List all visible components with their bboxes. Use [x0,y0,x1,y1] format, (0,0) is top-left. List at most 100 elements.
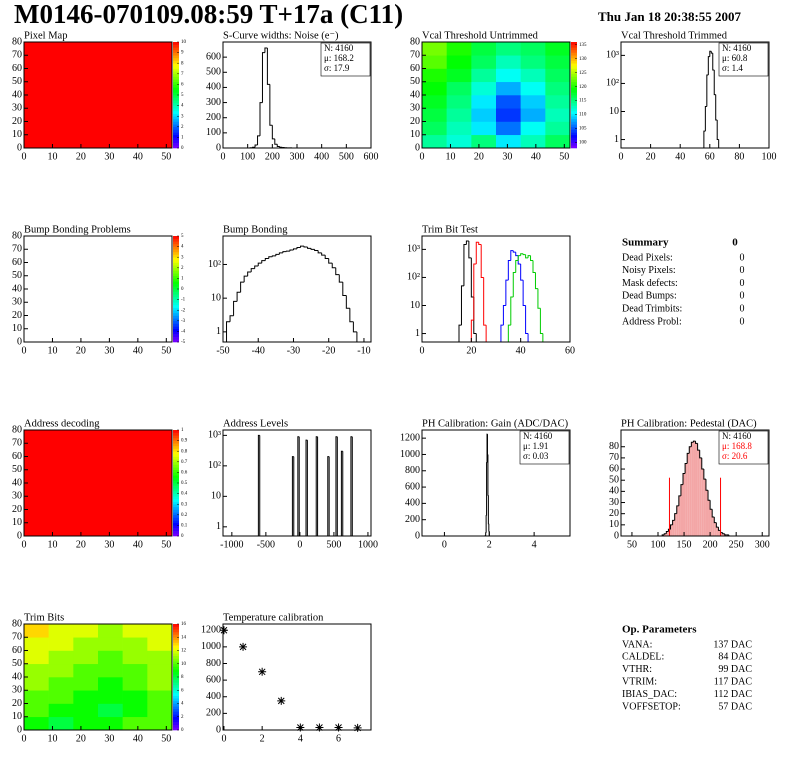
heatmap-cell [122,663,148,678]
y-tick-label: 60 [609,463,619,474]
histogram-bin [460,285,464,326]
colorbar-step [571,145,577,149]
z-tick-label: 125 [579,71,587,76]
heatmap-cell [545,108,571,122]
colorbar-step [173,722,179,725]
colorbar-step [571,95,577,98]
colorbar-step [173,533,179,537]
colorbar-step [173,254,179,258]
histogram-bin [500,324,504,342]
heatmap-cell [48,663,74,678]
heatmap-cell [147,716,173,731]
y-tick-label: 50 [12,658,22,669]
heatmap-cell [446,68,472,83]
x-tick-label: -500 [257,539,275,550]
x-tick-label: 1000 [358,539,378,550]
histogram-bin [345,295,350,309]
histogram-bin [335,267,340,276]
y-tick-label: 500 [206,67,221,78]
x-tick-label: -40 [252,345,265,356]
op-label: VANA: [622,639,652,650]
colorbar-step [173,65,179,69]
heatmap-cell [48,637,74,651]
x-tick-label: 0 [420,345,425,356]
histogram-bin [274,138,278,145]
colorbar-step [571,134,577,138]
heatmap-cell [98,637,123,651]
heatmap-cell [422,121,447,136]
colorbar-step [571,65,577,69]
heatmap-cell [520,134,546,149]
bar-fill [716,527,719,536]
bar-fill [676,505,679,536]
histogram-bin [285,250,290,252]
bar-fill [724,534,727,536]
heatmap-cell [98,690,123,704]
z-tick-label: 0.8 [181,449,188,454]
colorbar-step [173,653,179,657]
x-tick-label: 40 [133,151,143,162]
colorbar-step [571,60,577,64]
summary-label: Mask defects: [622,278,678,289]
panel-title: PH Calibration: Pedestal (DAC) [621,418,757,429]
heatmap-cell [545,42,571,56]
bar-fill [678,495,681,536]
histogram-bin [512,250,516,253]
histogram-bin [715,522,719,528]
colorbar-step [173,246,179,250]
y-tick-label: 30 [410,103,420,114]
histogram-bin [676,505,679,514]
bar-fill [689,446,692,536]
x-tick-label: 40 [531,151,541,162]
colorbar-step [173,265,179,269]
colorbar-step [173,129,179,133]
summary-value: 0 [740,303,745,314]
histogram-bin [297,436,300,536]
histogram-bin [321,252,326,256]
panel-title: Bump Bonding [223,224,288,235]
histogram-bin [709,500,713,510]
y-tick-label: 40 [12,477,22,488]
colorbar-step [173,238,179,242]
bar-fill [693,441,696,536]
z-tick-label: 8 [181,675,184,680]
histogram-bin [247,271,252,277]
colorbar-step [173,711,179,715]
histogram-bin [478,242,482,245]
y-tick-label: 0 [216,142,221,153]
colorbar-step [571,73,577,77]
colorbar-step [571,89,577,93]
colorbar-step [571,121,577,125]
y-tick-label: 10 [609,519,619,530]
op-title: Op. Parameters [622,624,697,636]
bar-fill [670,524,673,536]
y-tick-label: 70 [12,50,22,61]
y-tick-label: 40 [609,486,619,497]
colorbar-step [173,684,179,688]
colorbar-step [173,443,179,447]
y-tick-label: 10 [12,517,22,528]
y-tick-label: 80 [12,230,22,241]
y-tick-label: 80 [12,36,22,47]
y-tick-label: 60 [410,63,420,74]
x-tick-label: -1000 [220,539,243,550]
colorbar-step [571,68,577,72]
histogram-bin [705,479,709,491]
colorbar-step [173,451,179,455]
heatmap-cell [48,690,74,704]
heatmap-cell [24,430,173,537]
histogram-bin [292,248,297,250]
colorbar-step [173,677,179,680]
y-tick-label: 100 [206,127,221,138]
z-tick-label: 5 [181,234,184,239]
x-tick-label: 60 [705,151,715,162]
colorbar-step [173,334,179,337]
z-tick-label: 0.5 [181,481,188,486]
colorbar-step [173,637,179,641]
colorbar-step [173,690,179,694]
histogram-bin [261,52,265,103]
colorbar-step [571,44,577,48]
colorbar-step [571,63,577,67]
histogram-bin [502,304,506,326]
histogram-bin [686,452,690,464]
